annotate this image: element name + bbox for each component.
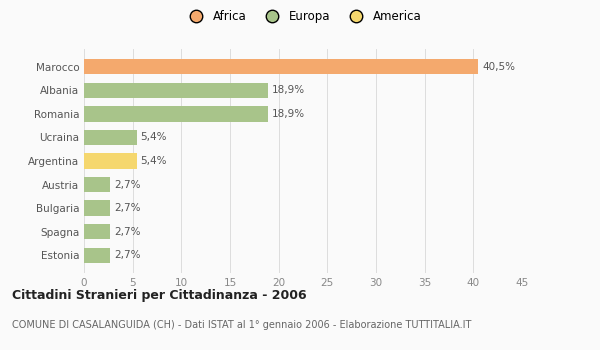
Bar — [84, 59, 478, 75]
Text: 18,9%: 18,9% — [272, 85, 305, 95]
Text: 18,9%: 18,9% — [272, 109, 305, 119]
Text: 2,7%: 2,7% — [114, 203, 140, 213]
Text: 2,7%: 2,7% — [114, 227, 140, 237]
Bar — [84, 224, 110, 239]
Bar — [84, 130, 137, 145]
Text: 2,7%: 2,7% — [114, 250, 140, 260]
Legend: Africa, Europa, America: Africa, Europa, America — [179, 6, 427, 28]
Text: 2,7%: 2,7% — [114, 180, 140, 190]
Text: 5,4%: 5,4% — [140, 132, 167, 142]
Bar — [84, 106, 268, 121]
Bar — [84, 201, 110, 216]
Bar — [84, 247, 110, 263]
Text: Cittadini Stranieri per Cittadinanza - 2006: Cittadini Stranieri per Cittadinanza - 2… — [12, 289, 307, 302]
Text: COMUNE DI CASALANGUIDA (CH) - Dati ISTAT al 1° gennaio 2006 - Elaborazione TUTTI: COMUNE DI CASALANGUIDA (CH) - Dati ISTAT… — [12, 320, 472, 330]
Bar — [84, 83, 268, 98]
Text: 40,5%: 40,5% — [482, 62, 515, 72]
Bar — [84, 153, 137, 169]
Text: 5,4%: 5,4% — [140, 156, 167, 166]
Bar — [84, 177, 110, 192]
